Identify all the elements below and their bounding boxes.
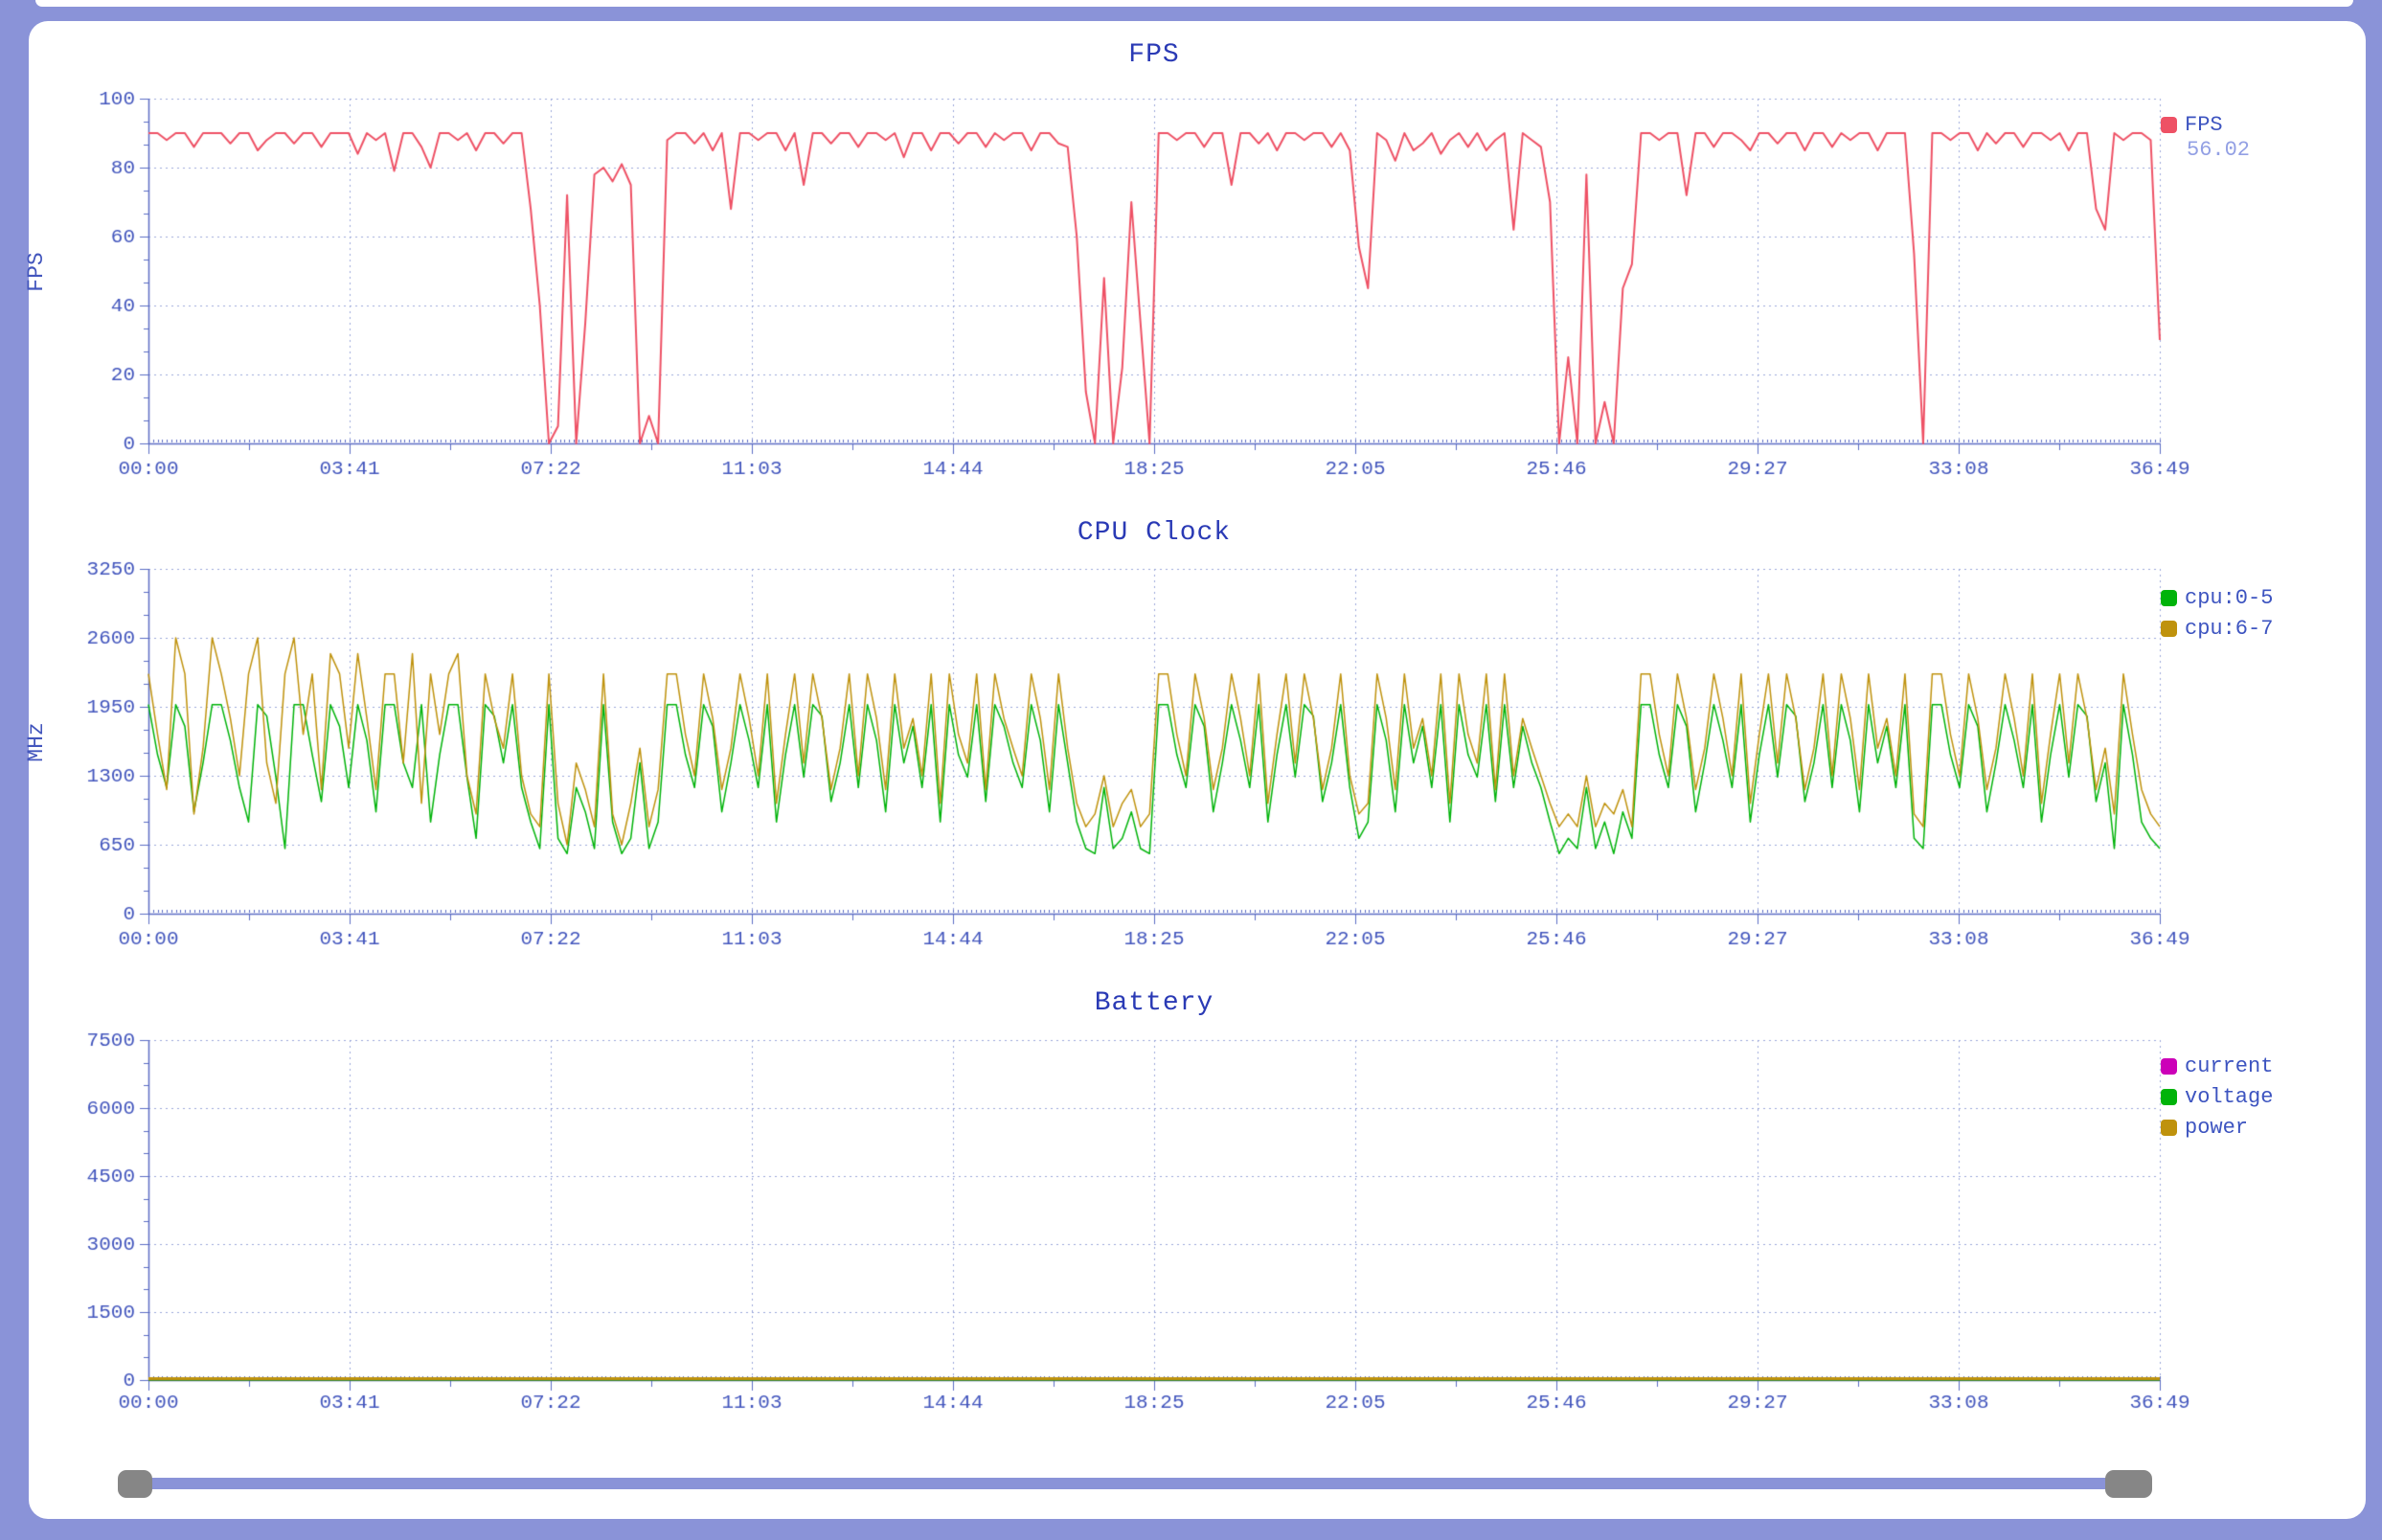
legend-item-cpu-0-5[interactable]: cpu:0-5 bbox=[2161, 582, 2273, 613]
battery-legend: current voltage power bbox=[2161, 1051, 2273, 1143]
power-legend-swatch bbox=[2161, 1119, 2177, 1136]
legend-item-fps[interactable]: FPS bbox=[2161, 109, 2250, 140]
timeline-scrollbar-left-handle[interactable] bbox=[118, 1470, 152, 1498]
voltage-legend-label: voltage bbox=[2185, 1084, 2274, 1109]
timeline-scrollbar-right-handle[interactable] bbox=[2105, 1470, 2152, 1498]
power-legend-label: power bbox=[2185, 1115, 2249, 1140]
current-legend-label: current bbox=[2185, 1053, 2274, 1078]
voltage-legend-swatch bbox=[2161, 1088, 2177, 1105]
fps-legend: FPS 56.02 bbox=[2161, 109, 2250, 162]
battery-chart-title: Battery bbox=[1094, 988, 1214, 1018]
timeline-scrollbar-track[interactable] bbox=[134, 1478, 2145, 1489]
legend-item-power[interactable]: power bbox=[2161, 1112, 2273, 1143]
fps-legend-value: 56.02 bbox=[2187, 138, 2251, 162]
cpu-chart-title: CPU Clock bbox=[1077, 518, 1232, 548]
fps-chart-title: FPS bbox=[1128, 40, 1180, 70]
cpu-y-axis-title: MHz bbox=[24, 722, 49, 762]
fps-y-axis-title: FPS bbox=[24, 252, 49, 292]
cpu-6-7-legend-swatch bbox=[2161, 620, 2177, 637]
fps-legend-swatch bbox=[2161, 116, 2177, 133]
cpu-legend: cpu:0-5 cpu:6-7 bbox=[2161, 582, 2273, 644]
fps-legend-label: FPS bbox=[2185, 112, 2223, 137]
current-legend-swatch bbox=[2161, 1057, 2177, 1075]
legend-item-voltage[interactable]: voltage bbox=[2161, 1081, 2273, 1112]
cpu-6-7-legend-label: cpu:6-7 bbox=[2185, 616, 2274, 641]
legend-item-cpu-6-7[interactable]: cpu:6-7 bbox=[2161, 613, 2273, 644]
legend-item-current[interactable]: current bbox=[2161, 1051, 2273, 1081]
cpu-0-5-legend-swatch bbox=[2161, 589, 2177, 606]
cpu-0-5-legend-label: cpu:0-5 bbox=[2185, 585, 2274, 610]
